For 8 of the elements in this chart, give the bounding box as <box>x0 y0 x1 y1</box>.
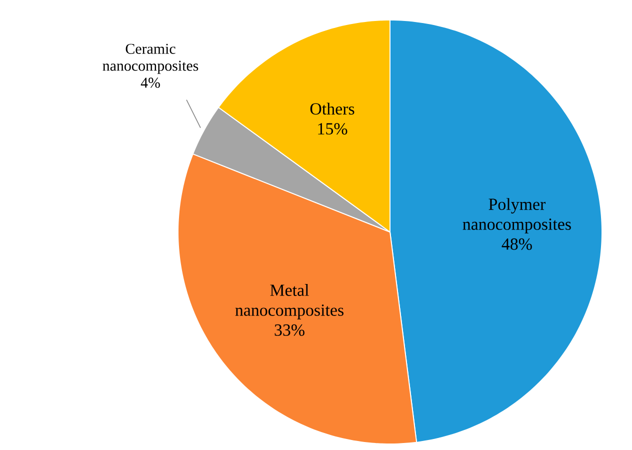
data-label: 15% <box>318 123 348 135</box>
slice-label: Metal nanocomposites <box>235 284 344 320</box>
slice-label: Ceramic nanocomposites <box>102 44 198 74</box>
data-label: 33% <box>274 324 304 336</box>
slice-label: Others <box>310 102 354 115</box>
slice-label: Polymer nanocomposites <box>462 198 571 234</box>
data-label: 4% <box>140 78 160 88</box>
data-label: 48% <box>502 238 532 250</box>
